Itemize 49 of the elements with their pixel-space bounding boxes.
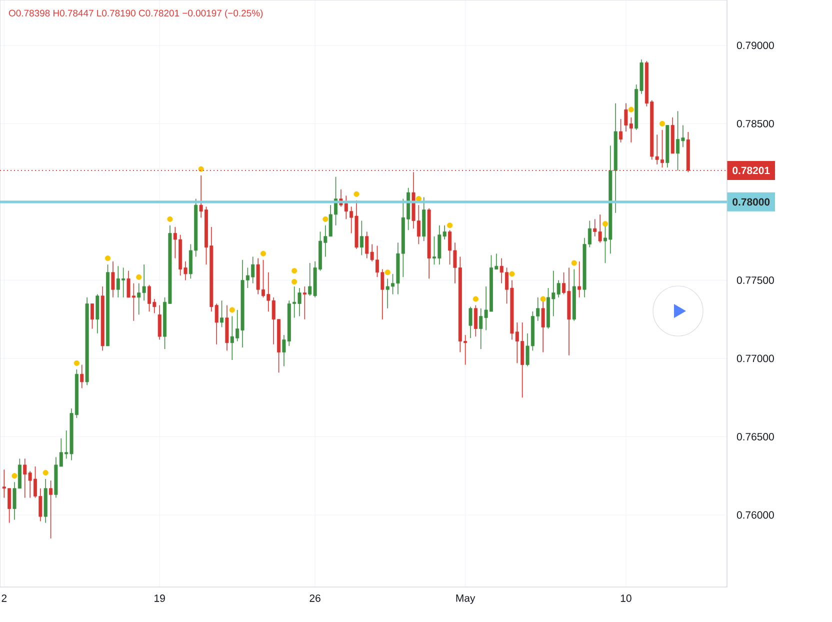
x-tick-label: 2 xyxy=(2,594,7,602)
point xyxy=(229,307,235,313)
x-tick-label: 19 xyxy=(154,594,165,602)
point xyxy=(12,473,18,479)
point xyxy=(292,268,298,274)
candlestick xyxy=(578,261,582,298)
y-tick-label: 0.78500 xyxy=(736,120,774,128)
x-tick-label: 26 xyxy=(310,594,320,602)
point xyxy=(74,360,80,366)
point xyxy=(540,296,546,302)
candlestick xyxy=(111,261,115,298)
candlestick xyxy=(158,304,162,340)
point xyxy=(602,221,608,227)
point xyxy=(42,470,48,476)
point xyxy=(446,222,453,228)
point xyxy=(628,106,634,112)
point xyxy=(292,278,298,285)
point xyxy=(384,270,390,276)
ref-line-label: 0.78201 xyxy=(732,166,770,174)
point xyxy=(354,191,360,197)
point xyxy=(509,271,515,277)
candlestick xyxy=(96,294,100,334)
candlestick xyxy=(220,300,224,328)
candlestick xyxy=(49,480,53,539)
candlestick xyxy=(90,303,94,330)
y-tick-label: 0.79000 xyxy=(736,42,774,50)
point xyxy=(472,296,478,302)
point xyxy=(167,216,173,222)
candlestick xyxy=(302,286,306,320)
candlestick xyxy=(360,220,364,256)
point xyxy=(198,166,204,172)
candlestick xyxy=(468,306,472,339)
candlestick xyxy=(619,118,623,143)
point xyxy=(260,250,266,256)
candlestick xyxy=(474,304,478,337)
y-tick-label: 0.77000 xyxy=(736,354,774,362)
point xyxy=(322,216,328,222)
y-tick-label: 0.76500 xyxy=(736,433,774,440)
annotation: O0.78398 H0.78447 L0.78190 C0.78201 −0.00197 (−0.25%) xyxy=(8,10,263,18)
x-tick-label: May xyxy=(456,594,476,604)
y-tick-label: 0.77500 xyxy=(736,276,774,284)
point xyxy=(571,260,577,266)
candlestick xyxy=(80,364,84,389)
ref-line-label: 0.78000 xyxy=(732,198,770,206)
x-tick-label: 10 xyxy=(620,594,632,602)
point xyxy=(104,255,111,262)
point xyxy=(659,120,666,126)
point xyxy=(136,274,142,280)
y-tick-label: 0.76000 xyxy=(736,511,774,519)
